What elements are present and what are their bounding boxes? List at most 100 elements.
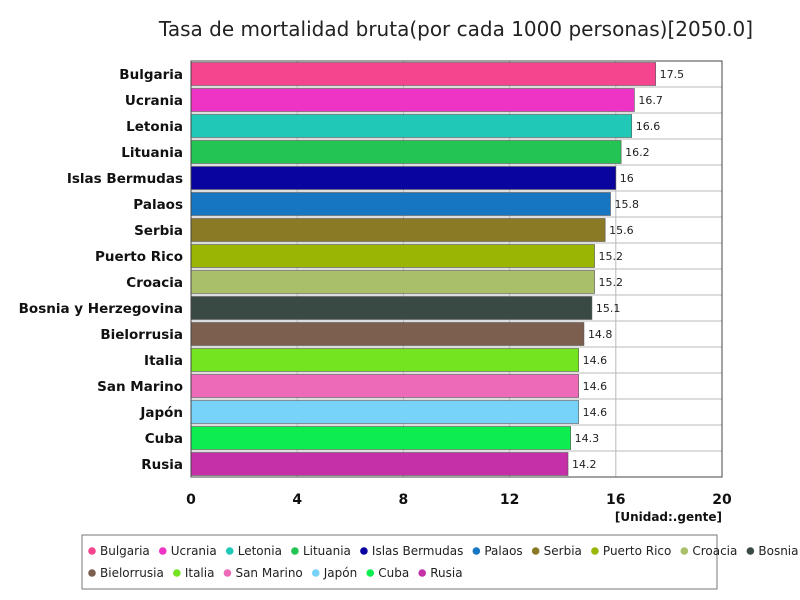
- value-label: 15.1: [596, 302, 621, 315]
- category-label: Bosnia y Herzegovina: [19, 301, 183, 317]
- value-label: 14.6: [583, 354, 608, 367]
- category-label: Bulgaria: [119, 67, 183, 83]
- legend-swatch: [591, 547, 599, 555]
- legend-swatch: [291, 547, 299, 555]
- x-tick-label: 12: [500, 492, 519, 508]
- value-label: 14.6: [583, 380, 608, 393]
- legend-swatch: [158, 547, 167, 555]
- value-label: 17.5: [660, 68, 685, 81]
- legend-item: Bulgaria: [88, 544, 150, 558]
- legend-label: Rusia: [430, 566, 462, 580]
- legend-label: Bosnia y Herzegovina: [758, 544, 800, 558]
- bar: [190, 140, 622, 164]
- bar: [190, 114, 633, 138]
- legend-swatch: [225, 547, 234, 555]
- x-tick-label: 20: [712, 492, 732, 508]
- bar: [190, 244, 595, 268]
- legend-label: Cuba: [378, 566, 409, 580]
- legend-item: Bielorrusia: [88, 566, 164, 580]
- bar: [190, 218, 606, 242]
- x-tick-label: 4: [292, 492, 302, 508]
- legend-item: Italia: [173, 566, 214, 580]
- category-label: Japón: [139, 405, 183, 421]
- x-tick-label: 16: [606, 492, 625, 508]
- legend-label: Bulgaria: [100, 544, 150, 558]
- value-label: 14.8: [588, 328, 613, 341]
- legend-item: Rusia: [418, 566, 463, 580]
- bar: [190, 296, 593, 320]
- legend: Bulgaria Ucrania Letonia Lituania Islas Berm…: [81, 534, 800, 590]
- bar: [190, 322, 585, 346]
- legend-item: Lituania: [291, 544, 351, 558]
- category-label: Croacia: [126, 275, 183, 291]
- legend-swatch: [88, 547, 96, 555]
- value-label: 14.3: [575, 432, 600, 445]
- x-tick-label: 8: [399, 492, 409, 508]
- value-label: 14.6: [583, 406, 608, 419]
- legend-item: Letonia: [225, 544, 282, 558]
- value-label: 16.2: [625, 146, 650, 159]
- bars: 17.5 16.7 16.6 16.2 16 15.8 15.6 15.2 15.2 15.1 14…: [190, 62, 685, 476]
- bar: [190, 426, 571, 450]
- legend-label: Puerto Rico: [603, 544, 671, 558]
- value-label: 15.2: [599, 250, 624, 263]
- legend-item: San Marino: [223, 566, 303, 580]
- bar: [190, 400, 579, 424]
- legend-item: Serbia: [531, 544, 582, 558]
- legend-item: Croacia: [680, 544, 737, 558]
- plot-frame: [190, 60, 723, 478]
- chart-title: Tasa de mortalidad bruta(por cada 1000 p…: [158, 17, 753, 41]
- legend-label: San Marino: [235, 566, 302, 580]
- legend-label: Islas Bermudas: [372, 544, 463, 558]
- value-label: 15.6: [609, 224, 634, 237]
- category-label: Puerto Rico: [95, 249, 183, 265]
- value-label: 16.7: [638, 94, 663, 107]
- legend-swatch: [531, 547, 540, 555]
- category-label: Rusia: [141, 457, 183, 473]
- category-label: Italia: [144, 353, 183, 369]
- legend-item: Ucrania: [158, 544, 217, 558]
- legend-swatch: [360, 547, 368, 555]
- value-label: 16.6: [636, 120, 661, 133]
- bar: [190, 374, 579, 398]
- category-labels: Bulgaria Ucrania Letonia Lituania Islas Berm…: [19, 67, 183, 473]
- legend-label: Letonia: [238, 544, 282, 558]
- legend-label: Croacia: [692, 544, 737, 558]
- category-label: Letonia: [126, 119, 183, 135]
- bar: [190, 270, 595, 294]
- category-label: Palaos: [133, 197, 183, 213]
- value-label: 14.2: [572, 458, 597, 471]
- legend-item: Japón: [311, 566, 357, 580]
- legend-swatch: [223, 569, 232, 577]
- legend-swatch: [472, 547, 481, 555]
- legend-swatch: [311, 569, 320, 577]
- legend-label: Lituania: [303, 544, 351, 558]
- legend-label: Bielorrusia: [100, 566, 164, 580]
- legend-swatch: [746, 547, 755, 555]
- bar: [190, 452, 569, 476]
- legend-swatch: [680, 547, 689, 555]
- value-label: 15.2: [599, 276, 624, 289]
- legend-item: Cuba: [366, 566, 409, 580]
- category-label: Islas Bermudas: [67, 171, 183, 187]
- unit-label: [Unidad:.gente]: [615, 510, 722, 524]
- legend-label: Italia: [185, 566, 215, 580]
- legend-item: Palaos: [472, 544, 523, 558]
- category-label: Bielorrusia: [100, 327, 183, 343]
- category-label: Lituania: [121, 145, 183, 161]
- legend-swatch: [173, 569, 181, 577]
- bar: [190, 88, 635, 112]
- legend-item: Islas Bermudas: [360, 544, 463, 558]
- legend-box: [81, 534, 718, 590]
- category-label: Ucrania: [125, 93, 183, 109]
- legend-item: Puerto Rico: [591, 544, 671, 558]
- category-label: San Marino: [97, 379, 183, 395]
- value-label: 16: [620, 172, 634, 185]
- category-label: Cuba: [145, 431, 183, 447]
- legend-swatch: [88, 569, 96, 577]
- legend-label: Palaos: [484, 544, 522, 558]
- bar: [190, 166, 617, 190]
- legend-label: Ucrania: [171, 544, 217, 558]
- legend-swatch: [366, 569, 375, 577]
